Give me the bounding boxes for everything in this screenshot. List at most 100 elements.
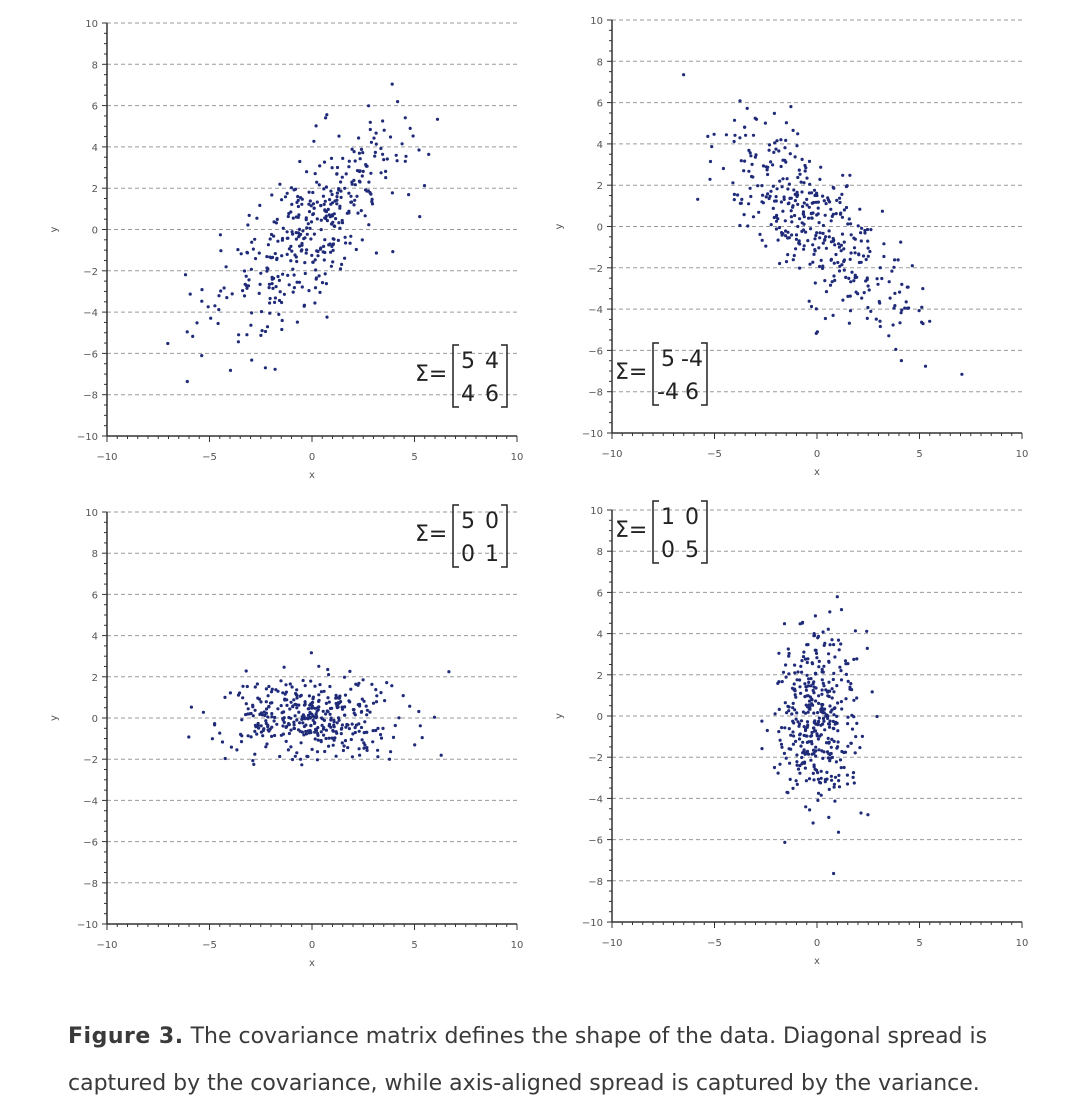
scatter-point: [324, 214, 328, 218]
scatter-point: [910, 264, 914, 268]
scatter-point: [831, 677, 835, 682]
scatter-point: [818, 264, 822, 269]
scatter-point: [270, 193, 274, 197]
scatter-point: [285, 191, 289, 195]
scatter-point: [805, 203, 809, 207]
scatter-point: [824, 688, 828, 692]
y-tick-label: −4: [588, 305, 603, 316]
scatter-point: [313, 684, 317, 688]
scatter-point: [286, 214, 290, 219]
scatter-point: [338, 226, 342, 230]
scatter-point: [892, 306, 896, 310]
scatter-point: [300, 763, 304, 767]
scatter-point: [322, 726, 326, 730]
scatter-point: [384, 169, 388, 173]
scatter-point: [842, 240, 846, 244]
scatter-point: [814, 200, 818, 204]
scatter-point: [820, 670, 824, 674]
y-tick-label: 10: [85, 19, 98, 30]
scatter-point: [798, 678, 802, 682]
scatter-point: [810, 216, 814, 220]
scatter-point: [326, 710, 330, 714]
scatter-point: [802, 650, 806, 654]
scatter-point: [816, 791, 821, 795]
y-tick-label: −8: [83, 879, 98, 890]
scatter-point: [827, 815, 831, 820]
scatter-point: [777, 730, 781, 734]
scatter-point: [342, 675, 347, 679]
matrix-entry: -4: [657, 380, 679, 405]
scatter-point: [322, 202, 326, 206]
scatter-point: [791, 786, 795, 791]
scatter-point: [267, 704, 271, 709]
scatter-point: [795, 194, 799, 199]
scatter-point: [242, 294, 247, 298]
scatter-point: [329, 202, 333, 206]
scatter-point: [814, 754, 818, 758]
scatter-point: [814, 749, 818, 753]
scatter-point: [899, 240, 903, 244]
scatter-point: [842, 765, 846, 770]
scatter-point: [788, 761, 792, 765]
scatter-point: [253, 257, 258, 261]
scatter-point: [200, 354, 204, 358]
scatter-point: [349, 194, 353, 198]
scatter-point: [754, 153, 758, 157]
scatter-point: [291, 290, 295, 294]
caption-text: The covariance matrix defines the shape …: [68, 1024, 988, 1096]
scatter-point: [853, 629, 858, 633]
scatter-point: [865, 629, 869, 633]
scatter-point: [304, 216, 308, 220]
scatter-point: [266, 724, 270, 729]
scatter-point: [807, 216, 811, 220]
scatter-point: [319, 690, 323, 694]
scatter-point: [318, 683, 322, 687]
scatter-point: [802, 761, 807, 765]
sigma-symbol: Σ=: [615, 518, 647, 543]
scatter-point: [798, 266, 802, 270]
scatter-point: [239, 252, 243, 256]
scatter-point: [311, 697, 315, 701]
scatter-point: [836, 830, 841, 834]
scatter-point: [335, 165, 340, 170]
scatter-point: [808, 695, 813, 699]
scatter-point: [258, 203, 262, 207]
scatter-point: [842, 247, 846, 251]
scatter-point: [331, 728, 335, 733]
scatter-point: [810, 201, 814, 205]
scatter-point: [777, 149, 781, 153]
scatter-point: [291, 216, 295, 220]
scatter-point: [353, 730, 357, 735]
scatter-point: [708, 159, 713, 164]
scatter-point: [304, 723, 308, 727]
scatter-point: [304, 732, 309, 736]
scatter-point: [833, 278, 837, 282]
scatter-point: [339, 189, 343, 193]
scatter-point: [374, 728, 378, 733]
scatter-point: [817, 221, 821, 225]
scatter-point: [341, 748, 345, 753]
scatter-point: [351, 732, 355, 736]
scatter-point: [791, 701, 795, 706]
scatter-point: [270, 277, 274, 281]
scatter-point: [845, 782, 850, 786]
scatter-point: [381, 152, 385, 156]
scatter-point: [329, 264, 333, 268]
scatter-point: [447, 670, 451, 674]
scatter-point: [372, 136, 376, 140]
scatter-point: [287, 247, 291, 251]
scatter-point: [264, 721, 268, 726]
scatter-point: [819, 769, 823, 773]
scatter-point: [866, 813, 870, 817]
y-tick-label: −4: [83, 308, 98, 319]
scatter-point: [816, 777, 821, 781]
scatter-point: [802, 247, 806, 251]
scatter-point: [744, 133, 748, 137]
scatter-point: [329, 156, 334, 160]
scatter-point: [802, 215, 806, 219]
scatter-point: [357, 747, 361, 751]
scatter-point: [841, 173, 845, 177]
scatter-point: [821, 703, 825, 707]
scatter-point: [356, 703, 360, 707]
